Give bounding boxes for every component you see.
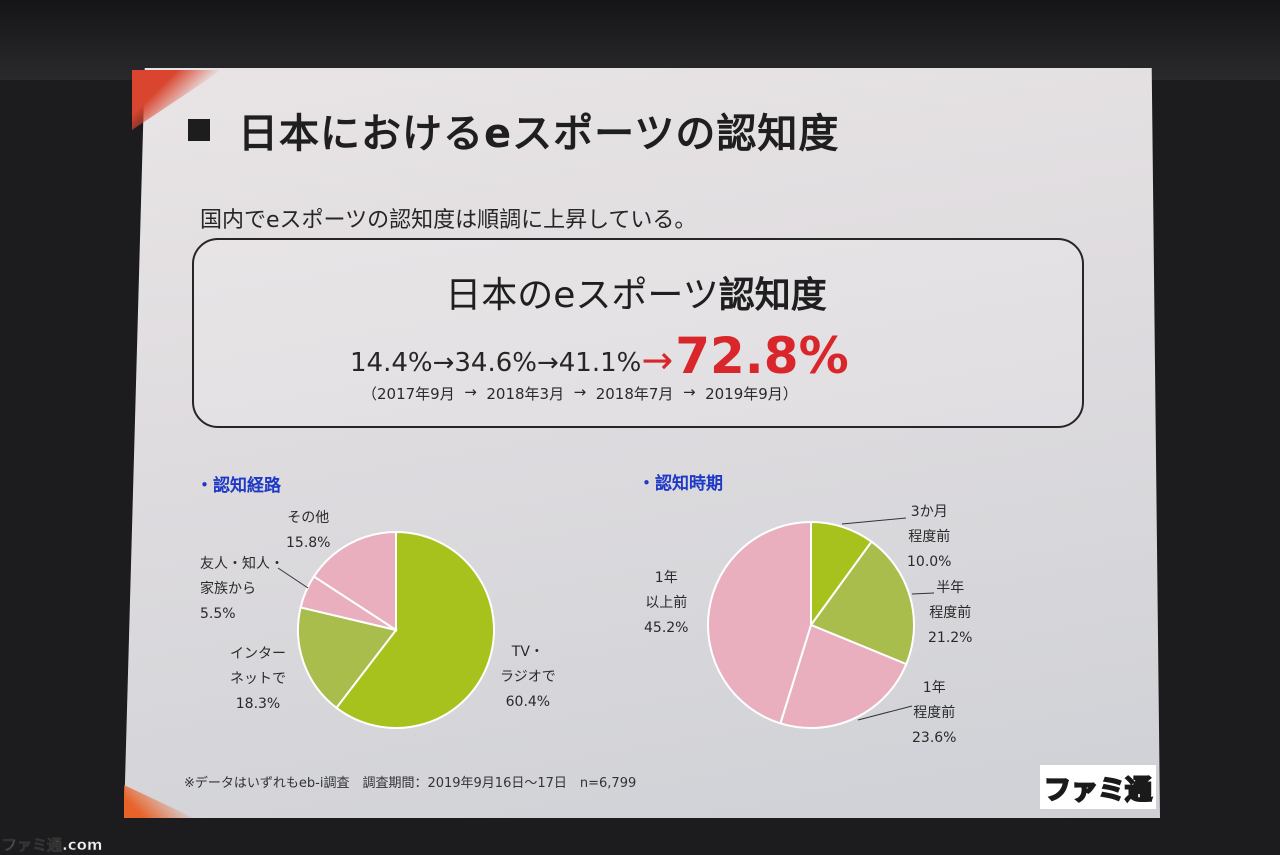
pie2-label-halfyear: 半年 程度前 21.2% bbox=[928, 576, 972, 651]
sequence-latest-value: 72.8% bbox=[675, 327, 849, 385]
pie2-leader-3months bbox=[841, 517, 907, 525]
pie2-label-1year: 1年 程度前 23.6% bbox=[912, 676, 956, 751]
awareness-sequence: 14.4%→34.6%→41.1% → 72.8% bbox=[350, 320, 849, 386]
pie2-label-3months-line2: 程度前 bbox=[908, 529, 951, 545]
pie1-label-tv-radio: TV・ ラジオで 60.4% bbox=[500, 640, 556, 715]
chart-2-title: ・認知時期 bbox=[638, 474, 723, 494]
highlight-heading-bold: 認知度 bbox=[718, 275, 827, 316]
pie-chart-awareness-route bbox=[297, 530, 495, 729]
slide-title-row: 日本におけるeスポーツの認知度 bbox=[188, 100, 839, 160]
pie1-label-internet-value: 18.3% bbox=[235, 696, 281, 712]
pie2-label-1year-value: 23.6% bbox=[912, 730, 957, 746]
pie2-leader-halfyear bbox=[911, 592, 935, 595]
watermark: ファミ通.com bbox=[2, 836, 103, 855]
pie2-label-halfyear-value: 21.2% bbox=[928, 630, 973, 646]
highlight-heading: 日本のeスポーツ認知度 bbox=[192, 266, 1080, 318]
pie1-label-tv-radio-value: 60.4% bbox=[505, 694, 551, 710]
sequence-red-arrow: → bbox=[641, 338, 674, 382]
pie1-leader-friends bbox=[277, 567, 309, 589]
pie2-label-1year-line2: 程度前 bbox=[913, 705, 956, 721]
pie2-label-1year-line1: 1年 bbox=[922, 680, 946, 696]
pie1-slice-1 bbox=[297, 606, 398, 710]
pie1-label-other: その他 15.8% bbox=[286, 506, 330, 556]
pie1-label-tv-radio-line1: TV・ bbox=[511, 644, 544, 660]
pie1-label-internet-line1: インター bbox=[230, 646, 286, 662]
slide-title: 日本におけるeスポーツの認知度 bbox=[238, 111, 840, 157]
pie2-label-over1year: 1年 以上前 45.2% bbox=[644, 566, 688, 641]
slide-subtitle: 国内でeスポーツの認知度は順調に上昇している。 bbox=[200, 208, 697, 233]
date-3: 2018年7月 bbox=[595, 385, 674, 403]
pie1-label-other-value: 15.8% bbox=[286, 535, 331, 551]
pie2-label-halfyear-line2: 程度前 bbox=[929, 605, 972, 621]
pie-chart-awareness-timing bbox=[707, 520, 915, 729]
sequence-values: 14.4%→34.6%→41.1% bbox=[350, 348, 642, 378]
date-arrow-3: → bbox=[673, 383, 706, 401]
pie2-label-3months-value: 10.0% bbox=[907, 554, 952, 570]
chart-1-title: ・認知経路 bbox=[196, 476, 281, 496]
pie2-slice-1 bbox=[809, 540, 915, 666]
pie1-slice-0 bbox=[335, 530, 495, 729]
slide bbox=[124, 68, 1160, 818]
pie1-label-internet: インター ネットで 18.3% bbox=[230, 642, 286, 717]
pie1-label-friends-line1: 友人・知人・ bbox=[200, 556, 284, 572]
pie2-leader-1year bbox=[857, 705, 913, 721]
pie1-label-friends-line2: 家族から bbox=[200, 581, 256, 597]
highlight-box bbox=[192, 238, 1084, 428]
famitsu-logo-text: ファミ通 bbox=[1043, 774, 1153, 807]
highlight-heading-prefix: 日本のeスポーツ bbox=[445, 275, 719, 316]
pie1-label-internet-line2: ネットで bbox=[230, 671, 286, 687]
date-4: 2019年9月） bbox=[705, 385, 798, 403]
date-arrow-2: → bbox=[564, 383, 596, 401]
pie1-label-friends: 友人・知人・ 家族から 5.5% bbox=[200, 552, 284, 627]
pie1-label-tv-radio-line2: ラジオで bbox=[500, 669, 556, 685]
footnote: ※データはいずれもeb-i調査 調査期間：2019年9月16日～17日 n=6,… bbox=[184, 776, 637, 791]
title-bullet-square-icon bbox=[188, 119, 210, 141]
date-1: （2017年9月 bbox=[362, 385, 455, 403]
date-arrow-1: → bbox=[454, 383, 487, 401]
pie2-label-over1year-line2: 以上前 bbox=[645, 595, 688, 611]
pie2-label-halfyear-line1: 半年 bbox=[936, 580, 965, 596]
pie1-label-other-line1: その他 bbox=[287, 510, 330, 526]
pie2-label-over1year-value: 45.2% bbox=[644, 620, 689, 636]
pie2-label-over1year-line1: 1年 bbox=[654, 570, 678, 586]
pie2-label-3months-line1: 3か月 bbox=[910, 504, 948, 520]
pie2-label-3months: 3か月 程度前 10.0% bbox=[907, 500, 951, 575]
date-2: 2018年3月 bbox=[486, 385, 565, 403]
pie1-slice-3 bbox=[312, 530, 397, 632]
room-background bbox=[0, 0, 1280, 80]
sequence-dates: （2017年9月 → 2018年3月 → 2018年7月 → 2019年9月） bbox=[362, 383, 798, 404]
pie2-slice-2 bbox=[779, 623, 908, 729]
pie1-label-friends-value: 5.5% bbox=[200, 606, 236, 622]
famitsu-logo: ファミ通 bbox=[1040, 765, 1156, 809]
pie2-slice-3 bbox=[707, 520, 812, 725]
